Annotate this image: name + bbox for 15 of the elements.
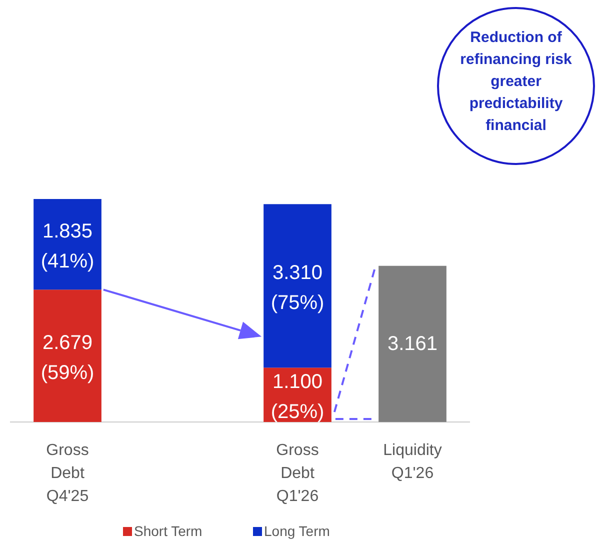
x-tick-label: Gross Debt Q1'26 [276, 442, 319, 505]
data-label: 2.679 (59%) [40, 332, 94, 384]
legend-label: Short Term [134, 523, 202, 539]
data-label: 3.161 [387, 332, 438, 355]
x-tick-label: Gross Debt Q4'25 [46, 442, 89, 505]
data-label: 1.835 (41%) [40, 220, 94, 272]
bar [34, 199, 102, 290]
x-tick-label: Liquidity Q1'26 [383, 442, 442, 482]
legend-label: Long Term [264, 523, 330, 539]
data-label: 3.310 (75%) [270, 262, 324, 314]
bar [378, 266, 446, 422]
bar [264, 204, 332, 368]
text: Reduction of refinancing risk greater predictability financial [460, 29, 573, 134]
bar [34, 290, 102, 422]
data-label: 1.100 (25%) [270, 370, 324, 423]
